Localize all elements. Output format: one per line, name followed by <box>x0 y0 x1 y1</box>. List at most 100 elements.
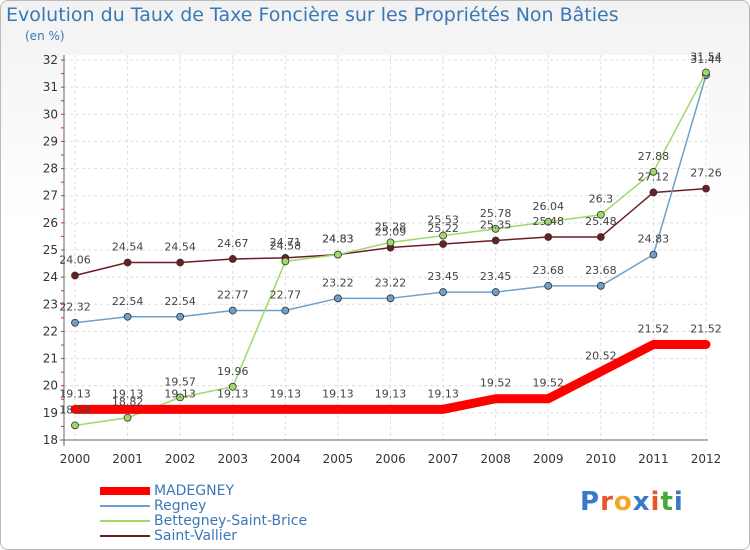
legend-label-regney: Regney <box>154 498 207 514</box>
y-tick-label: 30 <box>43 107 58 121</box>
proxiti-logo: Proxiti <box>580 487 684 517</box>
data-label: 23.45 <box>427 270 459 283</box>
y-tick-label: 25 <box>43 243 58 257</box>
data-label: 21.52 <box>690 322 722 335</box>
data-point <box>176 312 185 321</box>
data-point <box>649 188 658 197</box>
data-label: 24.06 <box>59 254 91 267</box>
y-tick-label: 22 <box>43 324 58 338</box>
data-point <box>281 257 290 266</box>
data-label: 23.22 <box>322 276 354 289</box>
data-label: 19.13 <box>270 387 302 400</box>
x-tick-label: 2001 <box>112 452 143 466</box>
data-point <box>596 281 605 290</box>
data-point <box>596 233 605 241</box>
y-tick-label: 26 <box>43 216 58 230</box>
data-label: 24.83 <box>322 233 354 246</box>
legend-item-bettegney: Bettegney-Saint-Brice <box>100 514 400 529</box>
data-point <box>386 238 395 247</box>
data-label: 22.32 <box>59 301 91 314</box>
data-label: 24.83 <box>638 233 670 246</box>
data-point <box>544 217 553 226</box>
data-point <box>334 250 342 259</box>
data-label: 19.13 <box>59 387 91 400</box>
logo-letter: r <box>600 487 614 517</box>
y-tick-label: 18 <box>43 433 58 447</box>
data-point <box>491 288 500 296</box>
data-label: 24.67 <box>217 237 249 250</box>
data-label: 19.96 <box>217 365 249 378</box>
data-point <box>228 306 237 315</box>
data-point <box>176 393 185 402</box>
data-label: 19.13 <box>112 387 144 400</box>
data-point <box>71 421 79 430</box>
x-tick-label: 2011 <box>638 452 669 466</box>
y-tick-label: 20 <box>43 379 58 393</box>
y-tick-label: 19 <box>43 406 58 420</box>
x-tick-label: 2007 <box>428 452 459 466</box>
data-label: 22.54 <box>112 295 144 308</box>
data-point <box>649 167 658 176</box>
data-label: 25.48 <box>533 215 565 228</box>
legend: MADEGNEY Regney Bettegney-Saint-Brice Sa… <box>100 484 400 544</box>
series-line-madegney <box>70 339 711 414</box>
data-point <box>702 184 710 193</box>
data-label: 27.88 <box>638 150 670 163</box>
data-label: 27.26 <box>690 167 722 180</box>
data-label: 25.53 <box>427 214 459 227</box>
data-label: 24.54 <box>164 240 196 253</box>
x-tick-label: 2005 <box>323 452 354 466</box>
data-point <box>596 210 605 219</box>
data-label: 19.13 <box>164 387 196 400</box>
data-label: 19.52 <box>533 377 565 390</box>
x-tick-label: 2006 <box>375 452 406 466</box>
x-tick-label: 2000 <box>60 452 91 466</box>
logo-letter: i <box>650 487 661 517</box>
data-label: 27.12 <box>638 170 670 183</box>
data-point <box>491 236 500 245</box>
data-point <box>544 233 553 241</box>
data-point <box>123 312 132 321</box>
data-label: 22.77 <box>217 289 249 302</box>
data-label: 26.04 <box>533 200 565 213</box>
data-point <box>281 306 290 315</box>
data-label: 24.54 <box>112 240 144 253</box>
data-point <box>123 413 132 422</box>
data-label: 31.54 <box>690 50 722 63</box>
y-tick-label: 32 <box>43 53 58 67</box>
data-label: 19.13 <box>427 387 459 400</box>
logo-letter: t <box>660 487 674 517</box>
legend-label-saint-vallier: Saint-Vallier <box>154 528 238 544</box>
data-label: 22.54 <box>164 295 196 308</box>
y-tick-label: 21 <box>43 352 58 366</box>
legend-label-madegney: MADEGNEY <box>154 483 235 499</box>
data-label: 25.28 <box>375 220 407 233</box>
y-tick-label: 24 <box>43 270 58 284</box>
data-label: 23.68 <box>585 264 617 277</box>
data-point <box>228 382 237 391</box>
data-point <box>702 68 710 77</box>
x-tick-label: 2009 <box>533 452 564 466</box>
logo-letter: o <box>613 487 633 517</box>
y-tick-label: 27 <box>43 189 58 203</box>
data-point <box>71 271 79 280</box>
data-point <box>439 231 447 240</box>
data-point <box>386 294 395 303</box>
y-axis-unit: (en %) <box>25 29 65 43</box>
data-label: 23.68 <box>533 264 565 277</box>
legend-swatch-regney <box>100 505 150 507</box>
legend-swatch-madegney <box>100 487 150 495</box>
data-point <box>334 294 342 303</box>
x-tick-label: 2004 <box>270 452 301 466</box>
data-label: 25.35 <box>480 219 512 232</box>
data-label: 18.82 <box>112 396 144 409</box>
legend-label-bettegney: Bettegney-Saint-Brice <box>154 513 308 529</box>
data-label: 19.52 <box>480 377 512 390</box>
data-label: 19.13 <box>375 387 407 400</box>
data-label: 18.54 <box>59 403 91 416</box>
data-point <box>123 258 132 267</box>
data-label: 23.45 <box>480 270 512 283</box>
x-tick-label: 2012 <box>691 452 722 466</box>
data-point <box>228 255 237 263</box>
